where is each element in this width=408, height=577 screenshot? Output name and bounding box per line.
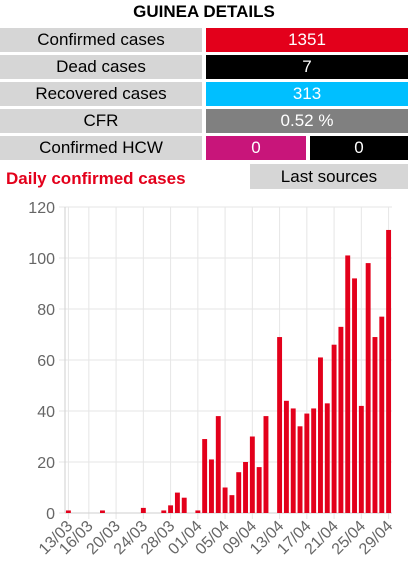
bar-19-04 (318, 357, 323, 513)
bar-06-04 (229, 495, 235, 513)
y-tick-label: 0 (46, 506, 55, 523)
cfr-value: 0.52 % (206, 109, 408, 133)
bar-27-03 (161, 510, 167, 513)
stat-row-hcw: Confirmed HCW 0 0 (0, 136, 408, 160)
y-tick-label: 120 (28, 200, 55, 217)
bar-24-04 (352, 278, 357, 513)
stat-row-confirmed: Confirmed cases 1351 (0, 28, 408, 52)
bar-24-03 (140, 507, 146, 513)
bar-27-04 (372, 337, 378, 513)
bar-17-04 (304, 413, 310, 513)
bar-11-04 (263, 416, 269, 513)
bar-08-04 (243, 462, 248, 513)
bar-03-04 (209, 459, 214, 513)
bar-18-04 (311, 408, 317, 513)
bar-29-03 (174, 492, 180, 513)
daily-cases-title: Daily confirmed cases (6, 169, 186, 188)
bar-26-04 (365, 263, 371, 513)
bar-30-03 (181, 497, 187, 513)
bar-28-03 (168, 505, 174, 513)
y-tick-label: 80 (37, 302, 55, 319)
y-tick-label: 60 (37, 353, 55, 370)
bar-22-04 (338, 326, 344, 513)
hcw-value-b: 0 (310, 136, 408, 160)
stat-label: Confirmed cases (0, 28, 202, 52)
page-title: GUINEA DETAILS (133, 2, 275, 21)
bar-09-04 (249, 436, 255, 513)
bar-20-04 (324, 403, 330, 513)
bar-04-04 (215, 416, 221, 513)
bar-02-04 (202, 439, 208, 513)
bar-07-04 (236, 472, 242, 513)
bar-14-04 (283, 400, 289, 513)
stat-label: Dead cases (0, 55, 202, 79)
last-sources-button[interactable]: Last sources (250, 164, 408, 189)
stat-label: Recovered cases (0, 82, 202, 106)
bar-05-04 (222, 487, 228, 513)
bar-25-04 (358, 405, 364, 513)
stat-label: CFR (0, 109, 202, 133)
stat-row-dead: Dead cases 7 (0, 55, 408, 79)
stat-row-recovered: Recovered cases 313 (0, 82, 408, 106)
y-tick-label: 40 (37, 404, 55, 421)
bar-28-04 (379, 316, 385, 513)
bar-29-04 (386, 229, 392, 513)
bar-16-04 (297, 426, 303, 513)
bar-21-04 (331, 344, 337, 513)
bar-15-04 (290, 408, 296, 513)
bar-10-04 (256, 467, 262, 513)
bar-18-03 (100, 510, 105, 513)
bar-01-04 (195, 510, 201, 513)
daily-cases-chart: 02040608010012013/0316/0320/0324/0328/03… (28, 200, 396, 558)
hcw-value-a: 0 (206, 136, 306, 160)
bar-13-04 (277, 337, 283, 513)
bar-13-03 (65, 510, 71, 513)
stat-label: Confirmed HCW (0, 136, 202, 160)
y-tick-label: 100 (28, 251, 55, 268)
recovered-cases-value: 313 (206, 82, 408, 106)
bar-23-04 (345, 255, 351, 513)
confirmed-cases-value: 1351 (206, 28, 408, 52)
dead-cases-value: 7 (206, 55, 408, 79)
y-tick-label: 20 (37, 455, 55, 472)
stat-row-cfr: CFR 0.52 % (0, 109, 408, 133)
